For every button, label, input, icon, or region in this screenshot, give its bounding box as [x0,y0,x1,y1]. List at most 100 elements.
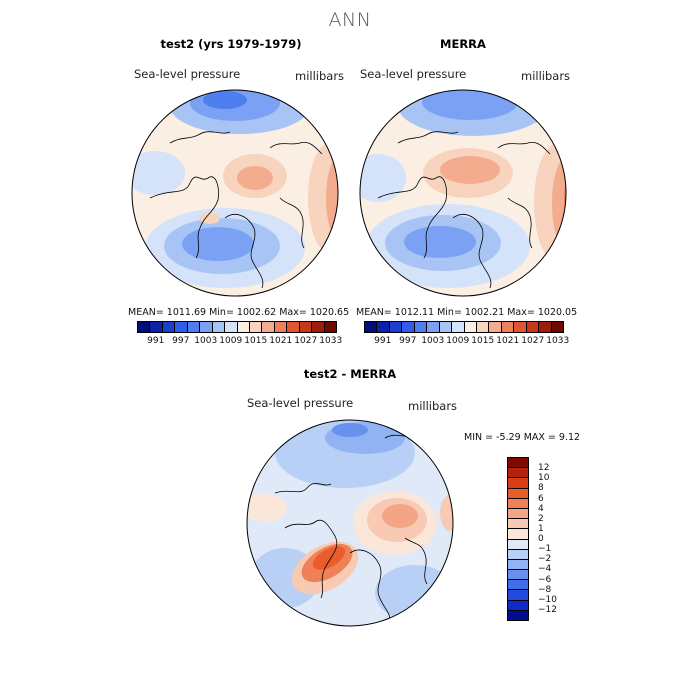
panel-2-colorbar-swatch [402,322,415,332]
panel-1-colorbar-tick-label: 1015 [244,336,268,346]
diff-colorbar-swatches [507,457,529,621]
panel-2-colorbar-tick-label: 1027 [521,336,545,346]
diff-colorbar-tick-label: 8 [538,483,544,494]
diff-panel-polar-map [246,419,454,627]
panel-2-colorbar-swatch [439,322,453,332]
panel-1-colorbar-swatch [274,322,288,332]
panel-2-polar-map [359,89,567,297]
panel-1-variable-label: Sea-level pressure [134,67,241,81]
panel-1-colorbar-swatch [237,322,250,332]
panel-2-colorbar-tick-label: 1009 [446,336,470,346]
panel-1-colorbar-swatch [187,322,201,332]
panel-1-title: test2 (yrs 1979-1979) [160,37,302,51]
panel-1-colorbar-tick-label: 1009 [219,336,243,346]
diff-colorbar-swatch [508,600,528,611]
diff-colorbar-tick-label: 2 [538,513,544,524]
diff-colorbar-tick-label: −1 [538,544,552,555]
diff-colorbar-tick-label: −6 [538,574,552,585]
panel-1-colorbar-swatch [312,322,325,332]
diff-colorbar-swatch [508,508,528,520]
panel-1-colorbar-tick-label: 997 [172,336,190,346]
panel-1-units-label: millibars [295,69,345,83]
panel-1-colorbar: 991 997 1003 1009 1015 1021 1027 1033 [137,321,342,348]
panel-2-colorbar-tick-label: 1003 [421,336,445,346]
diff-colorbar-tick-label: −4 [538,564,552,575]
diff-colorbar [507,457,529,621]
diff-colorbar-swatch [508,580,528,591]
diff-colorbar-swatch [508,478,528,489]
diff-panel-stats: MIN = -5.29 MAX = 9.12 [464,432,581,443]
panel-2-colorbar-swatch [539,322,552,332]
panel-1-colorbar-swatch [262,322,275,332]
panel-2-colorbar-tick-label: 1015 [471,336,495,346]
panel-1-colorbar-tick-label: 1021 [269,336,293,346]
panel-1-colorbar-swatch [249,322,263,332]
diff-colorbar-tick-label: 12 [538,463,550,474]
panel-2-colorbar-swatch [501,322,515,332]
panel-1-polar-map [131,89,339,297]
diff-colorbar-tick-label: 6 [538,493,544,504]
panel-1-colorbar-swatch [138,322,151,332]
panel-2-colorbar-swatches [364,321,564,333]
panel-2-colorbar-tick-label: 1033 [546,336,570,346]
diff-colorbar-swatch [508,570,528,581]
diff-colorbar-swatch [508,488,528,499]
panel-2-colorbar-swatch [526,322,540,332]
diff-colorbar-swatch [508,468,528,479]
panel-1-stats: MEAN= 1011.69 Min= 1002.62 Max= 1020.65 [128,307,350,318]
panel-2-colorbar-swatch [365,322,378,332]
panel-1-colorbar-tick-label: 991 [147,336,165,346]
panel-2-colorbar-swatch [377,322,390,332]
diff-panel-units-label: millibars [408,399,458,413]
diff-colorbar-tick-label: −8 [538,584,552,595]
diff-colorbar-swatch [508,559,528,571]
panel-2-variable-label: Sea-level pressure [360,67,467,81]
panel-2-colorbar-tick-label: 991 [374,336,392,346]
panel-1-colorbar-tick-label: 1027 [294,336,318,346]
panel-2-colorbar-swatch [389,322,403,332]
diff-colorbar-swatch [508,529,528,540]
panel-1-colorbar-swatch [162,322,176,332]
diff-panel-variable-label: Sea-level pressure [247,396,354,410]
panel-1-colorbar-swatch [200,322,213,332]
panel-1-colorbar-swatch [324,322,336,332]
panel-2-colorbar-swatch [476,322,490,332]
panel-2-title: MERRA [440,37,486,51]
panel-2-colorbar-swatch [452,322,465,332]
diff-colorbar-swatch [508,519,528,530]
panel-1-colorbar-swatch [225,322,238,332]
panel-2-colorbar-tick-label: 997 [399,336,417,346]
panel-2-colorbar: 991 997 1003 1009 1015 1021 1027 1033 [364,321,569,348]
panel-2-colorbar-swatch [464,322,477,332]
diff-colorbar-tick-label: 0 [538,534,544,544]
diff-colorbar-swatch [508,498,528,509]
diff-colorbar-tick-label: −12 [538,604,557,615]
diff-colorbar-tick-label: 10 [538,473,550,484]
panel-2-colorbar-swatch [427,322,440,332]
panel-1-colorbar-swatch [287,322,300,332]
panel-1-colorbar-swatches [137,321,337,333]
panel-1-colorbar-tick-label: 1003 [194,336,218,346]
panel-1-colorbar-swatch [212,322,226,332]
panel-2-stats: MEAN= 1012.11 Min= 1002.21 Max= 1020.05 [356,307,578,318]
diff-colorbar-swatch [508,539,528,550]
diff-colorbar-swatch [508,549,528,560]
diff-colorbar-swatch [508,590,528,601]
figure-title: ANN [328,9,372,31]
panel-1-colorbar-tick-label: 1033 [319,336,343,346]
diff-colorbar-tick-label: −10 [538,594,557,605]
diff-colorbar-tick-label: 1 [538,523,544,534]
panel-2-units-label: millibars [521,69,571,83]
panel-2-colorbar-tick-label: 1021 [496,336,520,346]
panel-1-colorbar-swatch [299,322,313,332]
diff-colorbar-labels: 12 10 8 6 4 2 1 0 −1 −2 −4 −6 −8 −10 −12 [538,457,578,621]
diff-colorbar-swatch [508,610,528,620]
panel-2-colorbar-labels: 991 997 1003 1009 1015 1021 1027 1033 [364,336,569,348]
panel-2-colorbar-swatch [489,322,502,332]
diff-colorbar-tick-label: −2 [538,554,552,565]
panel-2-colorbar-swatch [551,322,563,332]
panel-2-colorbar-swatch [414,322,428,332]
diff-panel-title: test2 - MERRA [303,367,397,381]
panel-2-colorbar-swatch [514,322,527,332]
panel-1-colorbar-labels: 991 997 1003 1009 1015 1021 1027 1033 [137,336,342,348]
